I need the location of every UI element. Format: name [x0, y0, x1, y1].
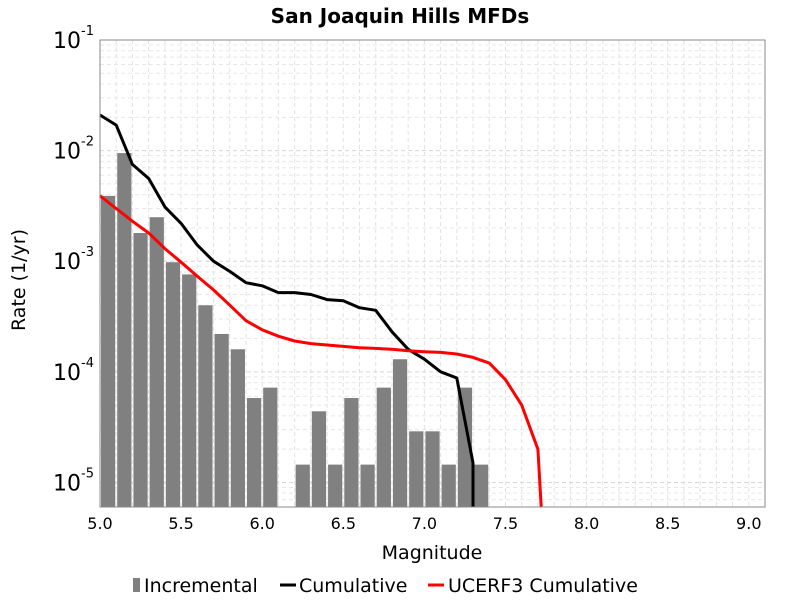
y-tick-exponent: -5 [81, 466, 94, 481]
incremental-bar [295, 464, 310, 507]
y-tick-exponent: -4 [81, 356, 94, 371]
incremental-bar [311, 411, 327, 507]
incremental-bars [101, 153, 489, 508]
legend-label: UCERF3 Cumulative [448, 575, 638, 597]
x-tick-label: 6.0 [249, 514, 274, 533]
series-line-cumulative [99, 113, 475, 507]
y-tick-exponent: -2 [81, 135, 94, 150]
x-tick-label: 7.5 [493, 514, 518, 533]
incremental-bar [214, 333, 229, 507]
y-tick-base: 10 [53, 471, 81, 496]
incremental-bar [117, 153, 132, 507]
y-tick-base: 10 [53, 29, 81, 54]
incremental-bar [376, 387, 391, 507]
y-tick-exponent: -3 [81, 245, 94, 260]
incremental-bar [360, 464, 375, 507]
chart-title: San Joaquin Hills MFDs [271, 4, 530, 28]
grid [99, 39, 766, 508]
incremental-bar [344, 398, 359, 507]
y-tick-base: 10 [53, 361, 81, 386]
x-tick-label: 8.5 [655, 514, 680, 533]
y-tick-base: 10 [53, 140, 81, 165]
incremental-bar [149, 217, 164, 507]
y-axis-label: Rate (1/yr) [8, 229, 30, 331]
incremental-bar [198, 305, 213, 507]
x-tick-label: 8.0 [574, 514, 599, 533]
x-tick-label: 5.0 [87, 514, 112, 533]
incremental-bar [392, 359, 408, 507]
legend-swatch-bar [133, 578, 140, 592]
x-tick-label: 9.0 [736, 514, 761, 533]
incremental-bar [230, 349, 245, 507]
series-lines [99, 113, 543, 508]
incremental-bar [101, 195, 116, 507]
x-tick-labels: 5.0 5.5 6.0 6.5 7.0 7.5 8.0 8.5 9.0 [87, 514, 761, 533]
incremental-bar [409, 431, 424, 507]
legend-label: Cumulative [299, 575, 407, 597]
legend: Incremental Cumulative UCERF3 Cumulative [133, 575, 638, 597]
y-tick-base: 10 [53, 250, 81, 275]
incremental-bar [474, 464, 489, 507]
incremental-bar [182, 274, 197, 507]
plot-frame [99, 39, 766, 508]
incremental-bar [133, 232, 148, 508]
x-axis-label: Magnitude [382, 542, 483, 564]
x-tick-label: 5.5 [168, 514, 193, 533]
y-tick-exponent: -1 [81, 24, 94, 39]
x-tick-label: 7.0 [412, 514, 437, 533]
incremental-bar [441, 464, 456, 507]
incremental-bar [246, 398, 262, 507]
incremental-bar [425, 431, 440, 507]
legend-label: Incremental [144, 575, 258, 597]
incremental-bar [165, 262, 181, 507]
incremental-bar [457, 387, 473, 507]
incremental-bar [263, 387, 278, 507]
x-tick-label: 6.5 [331, 514, 356, 533]
series-line-ucerf3-cumulative [99, 194, 543, 508]
incremental-bar [328, 464, 343, 507]
y-tick-labels: 10-510-410-310-210-1 [53, 24, 94, 496]
